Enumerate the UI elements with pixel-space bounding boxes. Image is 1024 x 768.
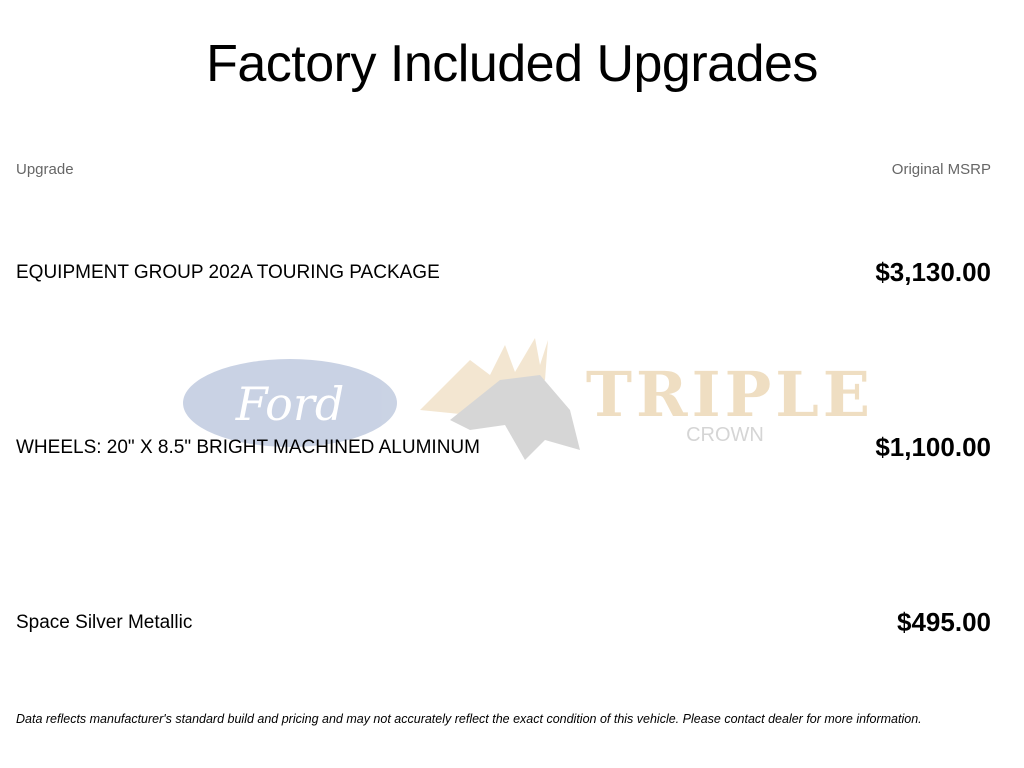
watermark-crown: CROWN [686,424,764,446]
ford-logo-text: Ford [235,377,345,431]
upgrade-price: $495.00 [897,607,991,637]
disclaimer: Data reflects manufacturer's standard bu… [16,712,922,726]
upgrade-price: $3,130.00 [875,257,991,287]
upgrade-price: $1,100.00 [875,432,991,462]
page-title: Factory Included Upgrades [206,35,818,93]
ford-logo: Ford [183,359,397,447]
column-header-upgrade: Upgrade [16,161,74,178]
upgrade-name: Space Silver Metallic [16,612,193,633]
upgrade-name: EQUIPMENT GROUP 202A TOURING PACKAGE [16,262,440,283]
watermark-triple: TRIPLE [586,358,874,431]
column-header-msrp: Original MSRP [891,161,991,178]
upgrade-name: WHEELS: 20" X 8.5" BRIGHT MACHINED ALUMI… [16,437,480,458]
